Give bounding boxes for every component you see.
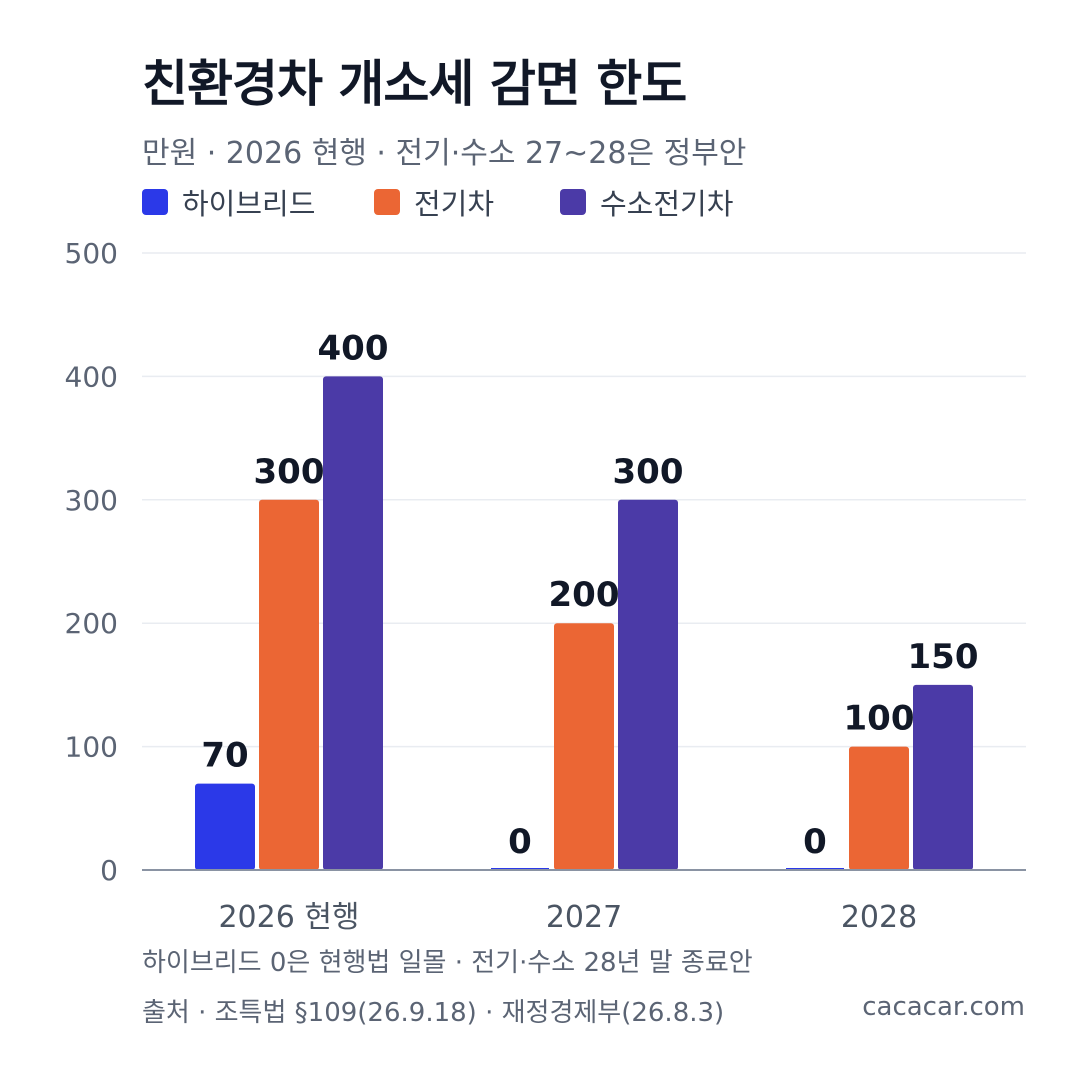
data-label: 200: [549, 575, 620, 615]
legend-item-fcev: 수소전기차: [560, 184, 734, 221]
x-tick-label: 2027: [546, 900, 622, 935]
bar: [913, 684, 973, 870]
y-tick-label: 200: [65, 607, 118, 640]
chart-title: 친환경차 개소세 감면 한도: [142, 55, 687, 113]
source-text: 출처 · 조특법 §109(26.9.18) · 재정경제부(26.8.3): [142, 998, 725, 1028]
bar: [259, 499, 319, 870]
y-tick-label: 400: [65, 360, 118, 393]
data-label: 100: [844, 699, 915, 739]
data-label: 300: [613, 452, 684, 492]
y-tick-label: 0: [100, 854, 118, 887]
x-tick-label: 2028: [841, 900, 917, 935]
data-label: 0: [803, 822, 827, 862]
y-tick-label: 100: [65, 731, 118, 764]
legend-label-ev: 전기차: [414, 187, 495, 221]
legend: 하이브리드 전기차 수소전기차: [142, 184, 1042, 221]
legend-label-fcev: 수소전기차: [600, 187, 734, 221]
bar: [849, 746, 909, 870]
bar: [323, 376, 383, 870]
data-label: 0: [508, 822, 532, 862]
legend-item-ev: 전기차: [374, 184, 495, 221]
legend-swatch-ev: [374, 189, 400, 215]
legend-item-hybrid: 하이브리드: [142, 184, 316, 221]
footnote: 하이브리드 0은 현행법 일몰 · 전기·수소 28년 말 종료안: [142, 948, 753, 978]
y-tick-label: 500: [65, 237, 118, 270]
bar: [195, 783, 255, 870]
data-label: 150: [908, 637, 979, 677]
bar: [554, 623, 614, 870]
y-tick-label: 300: [65, 484, 118, 517]
data-label: 400: [318, 328, 389, 368]
bar: [618, 499, 678, 870]
site-url: cacacar.com: [862, 992, 1025, 1022]
chart-subtitle: 만원 · 2026 현행 · 전기·수소 27~28은 정부안: [142, 136, 747, 171]
x-tick-label: 2026 현행: [218, 900, 359, 935]
data-label: 300: [254, 452, 325, 492]
data-label: 70: [201, 736, 248, 776]
legend-swatch-fcev: [560, 189, 586, 215]
legend-swatch-hybrid: [142, 189, 168, 215]
legend-label-hybrid: 하이브리드: [182, 187, 316, 221]
